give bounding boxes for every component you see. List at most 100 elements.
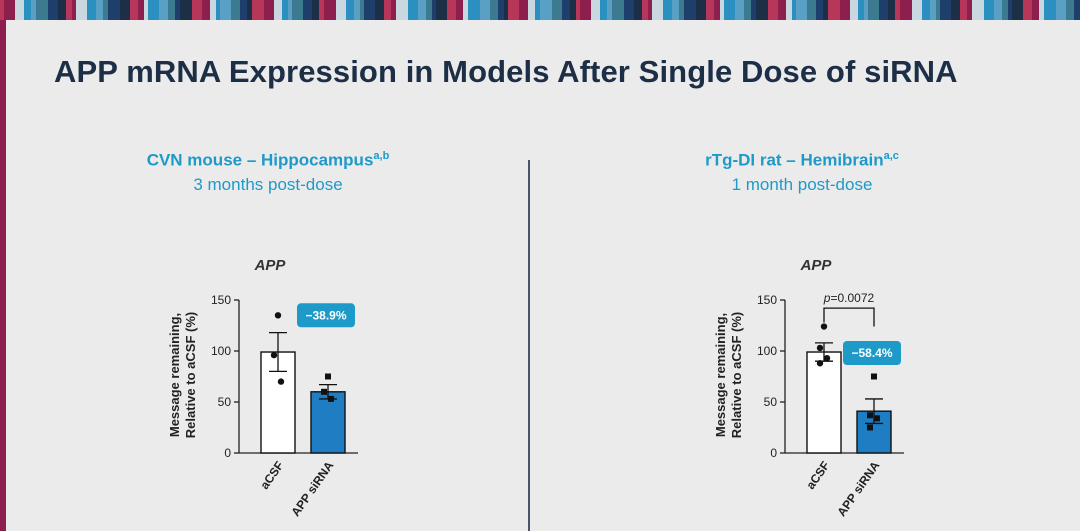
x-tick-label: APP siRNA — [834, 458, 882, 519]
stripe-segment — [744, 0, 751, 20]
stripe-segment — [24, 0, 31, 20]
percent-change-label: −58.4% — [851, 346, 892, 360]
percent-change-badge — [843, 341, 901, 365]
bar — [310, 391, 346, 454]
slide: APP mRNA Expression in Models After Sing… — [6, 20, 1080, 531]
stripe-segment — [642, 0, 648, 20]
panel-heading-line: rTg-DI rat – Hemibraina,c — [602, 145, 1002, 172]
stripe-segment — [0, 0, 4, 20]
stripe-segment — [324, 0, 336, 20]
stripe-segment — [364, 0, 375, 20]
stripe-segment — [319, 0, 324, 20]
y-tick-label: 150 — [211, 293, 231, 307]
data-point — [270, 351, 278, 359]
stripe-segment — [498, 0, 504, 20]
stripe-segment — [634, 0, 642, 20]
stripe-segment — [612, 0, 624, 20]
stripe-segment — [312, 0, 319, 20]
stripe-segment — [652, 0, 663, 20]
data-point — [816, 344, 824, 352]
data-point — [867, 424, 873, 431]
stripe-segment — [252, 0, 264, 20]
stripe-segment — [360, 0, 364, 20]
stripe-segment — [972, 0, 984, 20]
stripe-segment — [864, 0, 868, 20]
stripe-segment — [240, 0, 247, 20]
decorative-stripe-band — [0, 0, 1080, 20]
stripe-segment — [463, 0, 468, 20]
y-tick-label: 150 — [757, 293, 777, 307]
p-value-label: p=0.0072 — [823, 291, 875, 305]
stripe-segment — [1056, 0, 1066, 20]
stripe-segment — [202, 0, 210, 20]
stripe-segment — [580, 0, 591, 20]
y-axis-label-line: Message remaining, — [713, 313, 728, 437]
stripe-segment — [144, 0, 148, 20]
stripe-segment — [1066, 0, 1074, 20]
stripe-segment — [663, 0, 672, 20]
stripe-segment — [778, 0, 786, 20]
data-point — [820, 323, 828, 330]
panel-heading-text: rTg-DI rat – Hemibrain — [705, 150, 884, 170]
stripe-segment — [87, 0, 96, 20]
y-tick-label: 50 — [218, 395, 232, 409]
y-tick-label: 100 — [757, 344, 777, 358]
percent-change-label: −38.9% — [305, 308, 346, 322]
stripe-segment — [951, 0, 960, 20]
stripe-segment — [1002, 0, 1008, 20]
stripe-segment — [600, 0, 607, 20]
stripe-segment — [850, 0, 858, 20]
x-tick-label: APP siRNA — [288, 458, 336, 519]
stripe-segment — [535, 0, 540, 20]
stripe-segment — [967, 0, 972, 20]
stripe-segment — [508, 0, 519, 20]
stripe-segment — [895, 0, 900, 20]
stripe-segment — [4, 0, 15, 20]
stripe-segment — [336, 0, 346, 20]
stripe-segment — [436, 0, 447, 20]
stripe-segment — [159, 0, 168, 20]
stripe-segment — [1074, 0, 1080, 20]
stripe-segment — [447, 0, 456, 20]
stripe-segment — [288, 0, 292, 20]
data-point — [321, 388, 327, 395]
stripe-segment — [220, 0, 231, 20]
stripe-segment — [519, 0, 528, 20]
stripe-segment — [807, 0, 816, 20]
data-point — [277, 378, 285, 385]
x-tick-label: aCSF — [257, 459, 286, 492]
stripe-segment — [391, 0, 396, 20]
stripe-segment — [354, 0, 360, 20]
stripe-segment — [570, 0, 576, 20]
stripe-segment — [210, 0, 216, 20]
y-axis-label: Message remaining,Relative to aCSF (%) — [167, 312, 198, 438]
stripe-segment — [912, 0, 922, 20]
stripe-segment — [96, 0, 103, 20]
footnote-superscript: a,b — [373, 150, 390, 162]
stripe-segment — [922, 0, 930, 20]
y-axis-label-line: Relative to aCSF (%) — [183, 312, 198, 438]
stripe-segment — [679, 0, 684, 20]
panel-heading-text: CVN mouse – Hippocampus — [146, 150, 374, 170]
footnote-superscript: a,c — [883, 150, 899, 162]
stripe-segment — [1032, 0, 1039, 20]
stripe-segment — [540, 0, 552, 20]
stripe-segment — [930, 0, 936, 20]
stripe-segment — [552, 0, 562, 20]
slide-title: APP mRNA Expression in Models After Sing… — [54, 54, 958, 89]
stripe-segment — [384, 0, 391, 20]
percent-change-badge — [297, 303, 355, 328]
chart-title: APP — [254, 257, 287, 274]
stripe-segment — [768, 0, 778, 20]
stripe-segment — [175, 0, 180, 20]
stripe-segment — [648, 0, 652, 20]
chart-rat-hemibrain: APP 0 50 100 150 Message remaining,Relative t… — [713, 257, 904, 519]
stripe-segment — [751, 0, 756, 20]
stripe-segment — [180, 0, 192, 20]
stripe-segment — [168, 0, 175, 20]
stripe-segment — [1008, 0, 1012, 20]
stripe-segment — [624, 0, 634, 20]
stripe-segment — [879, 0, 888, 20]
stripe-segment — [984, 0, 994, 20]
stripe-segment — [216, 0, 220, 20]
